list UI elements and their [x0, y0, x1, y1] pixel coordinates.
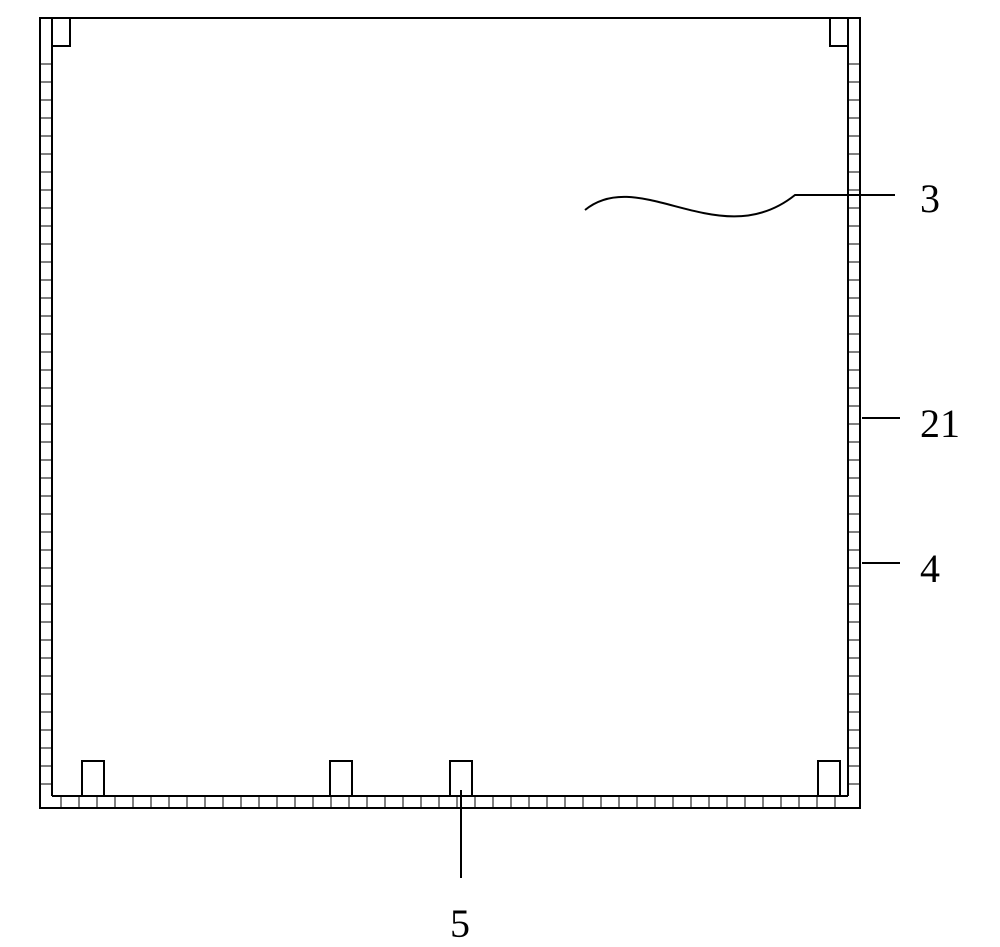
- callout-label-4: 4: [920, 545, 940, 592]
- callout-label-21: 21: [920, 400, 960, 447]
- callout-label-5: 5: [450, 900, 470, 947]
- callout-label-3: 3: [920, 175, 940, 222]
- technical-diagram: [0, 0, 1000, 938]
